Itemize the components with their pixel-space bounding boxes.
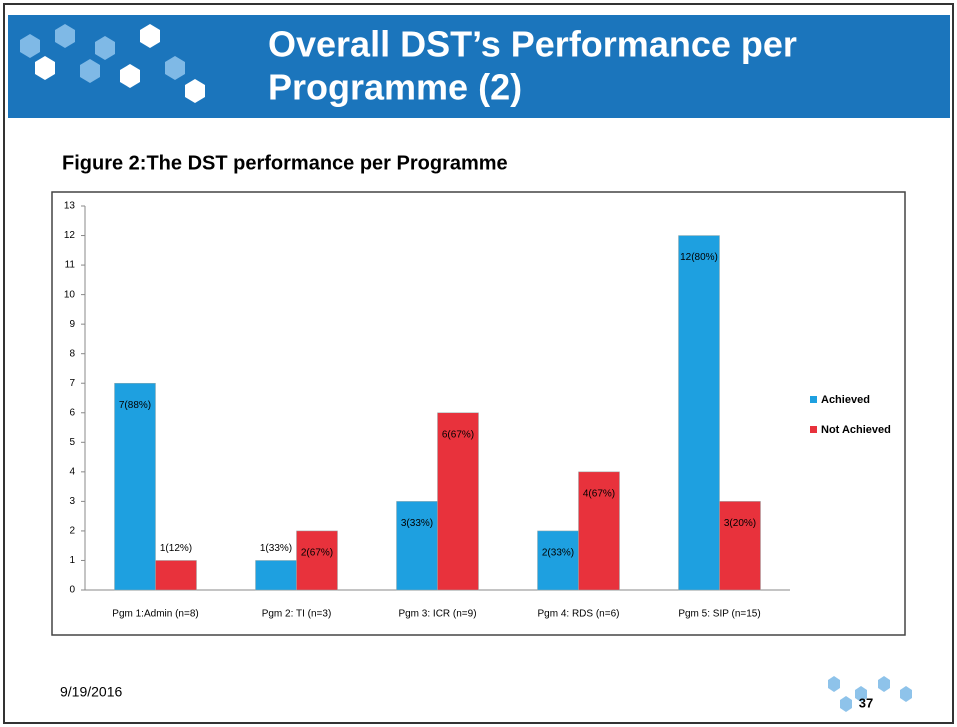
- y-tick-label: 7: [69, 378, 75, 389]
- x-tick-label: Pgm 3: ICR (n=9): [398, 609, 476, 620]
- y-tick-label: 6: [69, 407, 75, 418]
- figure-caption: Figure 2:The DST performance per Program…: [62, 152, 508, 174]
- slide-canvas: Overall DST’s Performance per Programme …: [0, 0, 957, 727]
- bar: [679, 236, 720, 590]
- value-label: 4(67%): [583, 488, 615, 499]
- bar: [256, 560, 297, 590]
- value-label: 7(88%): [119, 400, 151, 411]
- bar: [538, 531, 579, 590]
- bar: [720, 501, 761, 590]
- y-tick-label: 10: [64, 289, 76, 300]
- y-tick-label: 11: [65, 260, 76, 271]
- y-tick-label: 9: [69, 319, 75, 330]
- slide-title: Programme (2): [268, 67, 522, 108]
- bar: [156, 560, 197, 590]
- y-tick-label: 3: [69, 496, 75, 507]
- x-tick-label: Pgm 4: RDS (n=6): [538, 609, 620, 620]
- x-tick-label: Pgm 5: SIP (n=15): [678, 609, 760, 620]
- y-tick-label: 1: [69, 555, 75, 566]
- slide-title: Overall DST’s Performance per: [268, 24, 797, 65]
- x-tick-label: Pgm 2: TI (n=3): [262, 609, 332, 620]
- bar: [115, 383, 156, 590]
- value-label: 1(33%): [260, 543, 292, 554]
- legend-swatch: [810, 396, 817, 403]
- value-label: 3(33%): [401, 518, 433, 529]
- x-tick-label: Pgm 1:Admin (n=8): [112, 609, 198, 620]
- value-label: 1(12%): [160, 543, 192, 554]
- page-number: 37: [859, 695, 873, 710]
- value-label: 2(67%): [301, 548, 333, 559]
- bar: [297, 531, 338, 590]
- value-label: 2(33%): [542, 548, 574, 559]
- y-tick-label: 4: [69, 466, 75, 477]
- value-label: 6(67%): [442, 429, 474, 440]
- slide: Overall DST’s Performance per Programme …: [0, 0, 957, 727]
- footer-date: 9/19/2016: [60, 684, 122, 700]
- legend-swatch: [810, 426, 817, 433]
- y-tick-label: 2: [69, 526, 75, 537]
- legend-label: Not Achieved: [821, 424, 891, 436]
- y-tick-label: 13: [64, 201, 76, 212]
- y-tick-label: 8: [69, 348, 75, 359]
- legend-label: Achieved: [821, 394, 870, 406]
- value-label: 12(80%): [680, 252, 718, 263]
- bar: [397, 501, 438, 590]
- y-tick-label: 5: [69, 437, 75, 448]
- y-tick-label: 0: [69, 585, 75, 596]
- value-label: 3(20%): [724, 518, 756, 529]
- y-tick-label: 12: [64, 230, 76, 241]
